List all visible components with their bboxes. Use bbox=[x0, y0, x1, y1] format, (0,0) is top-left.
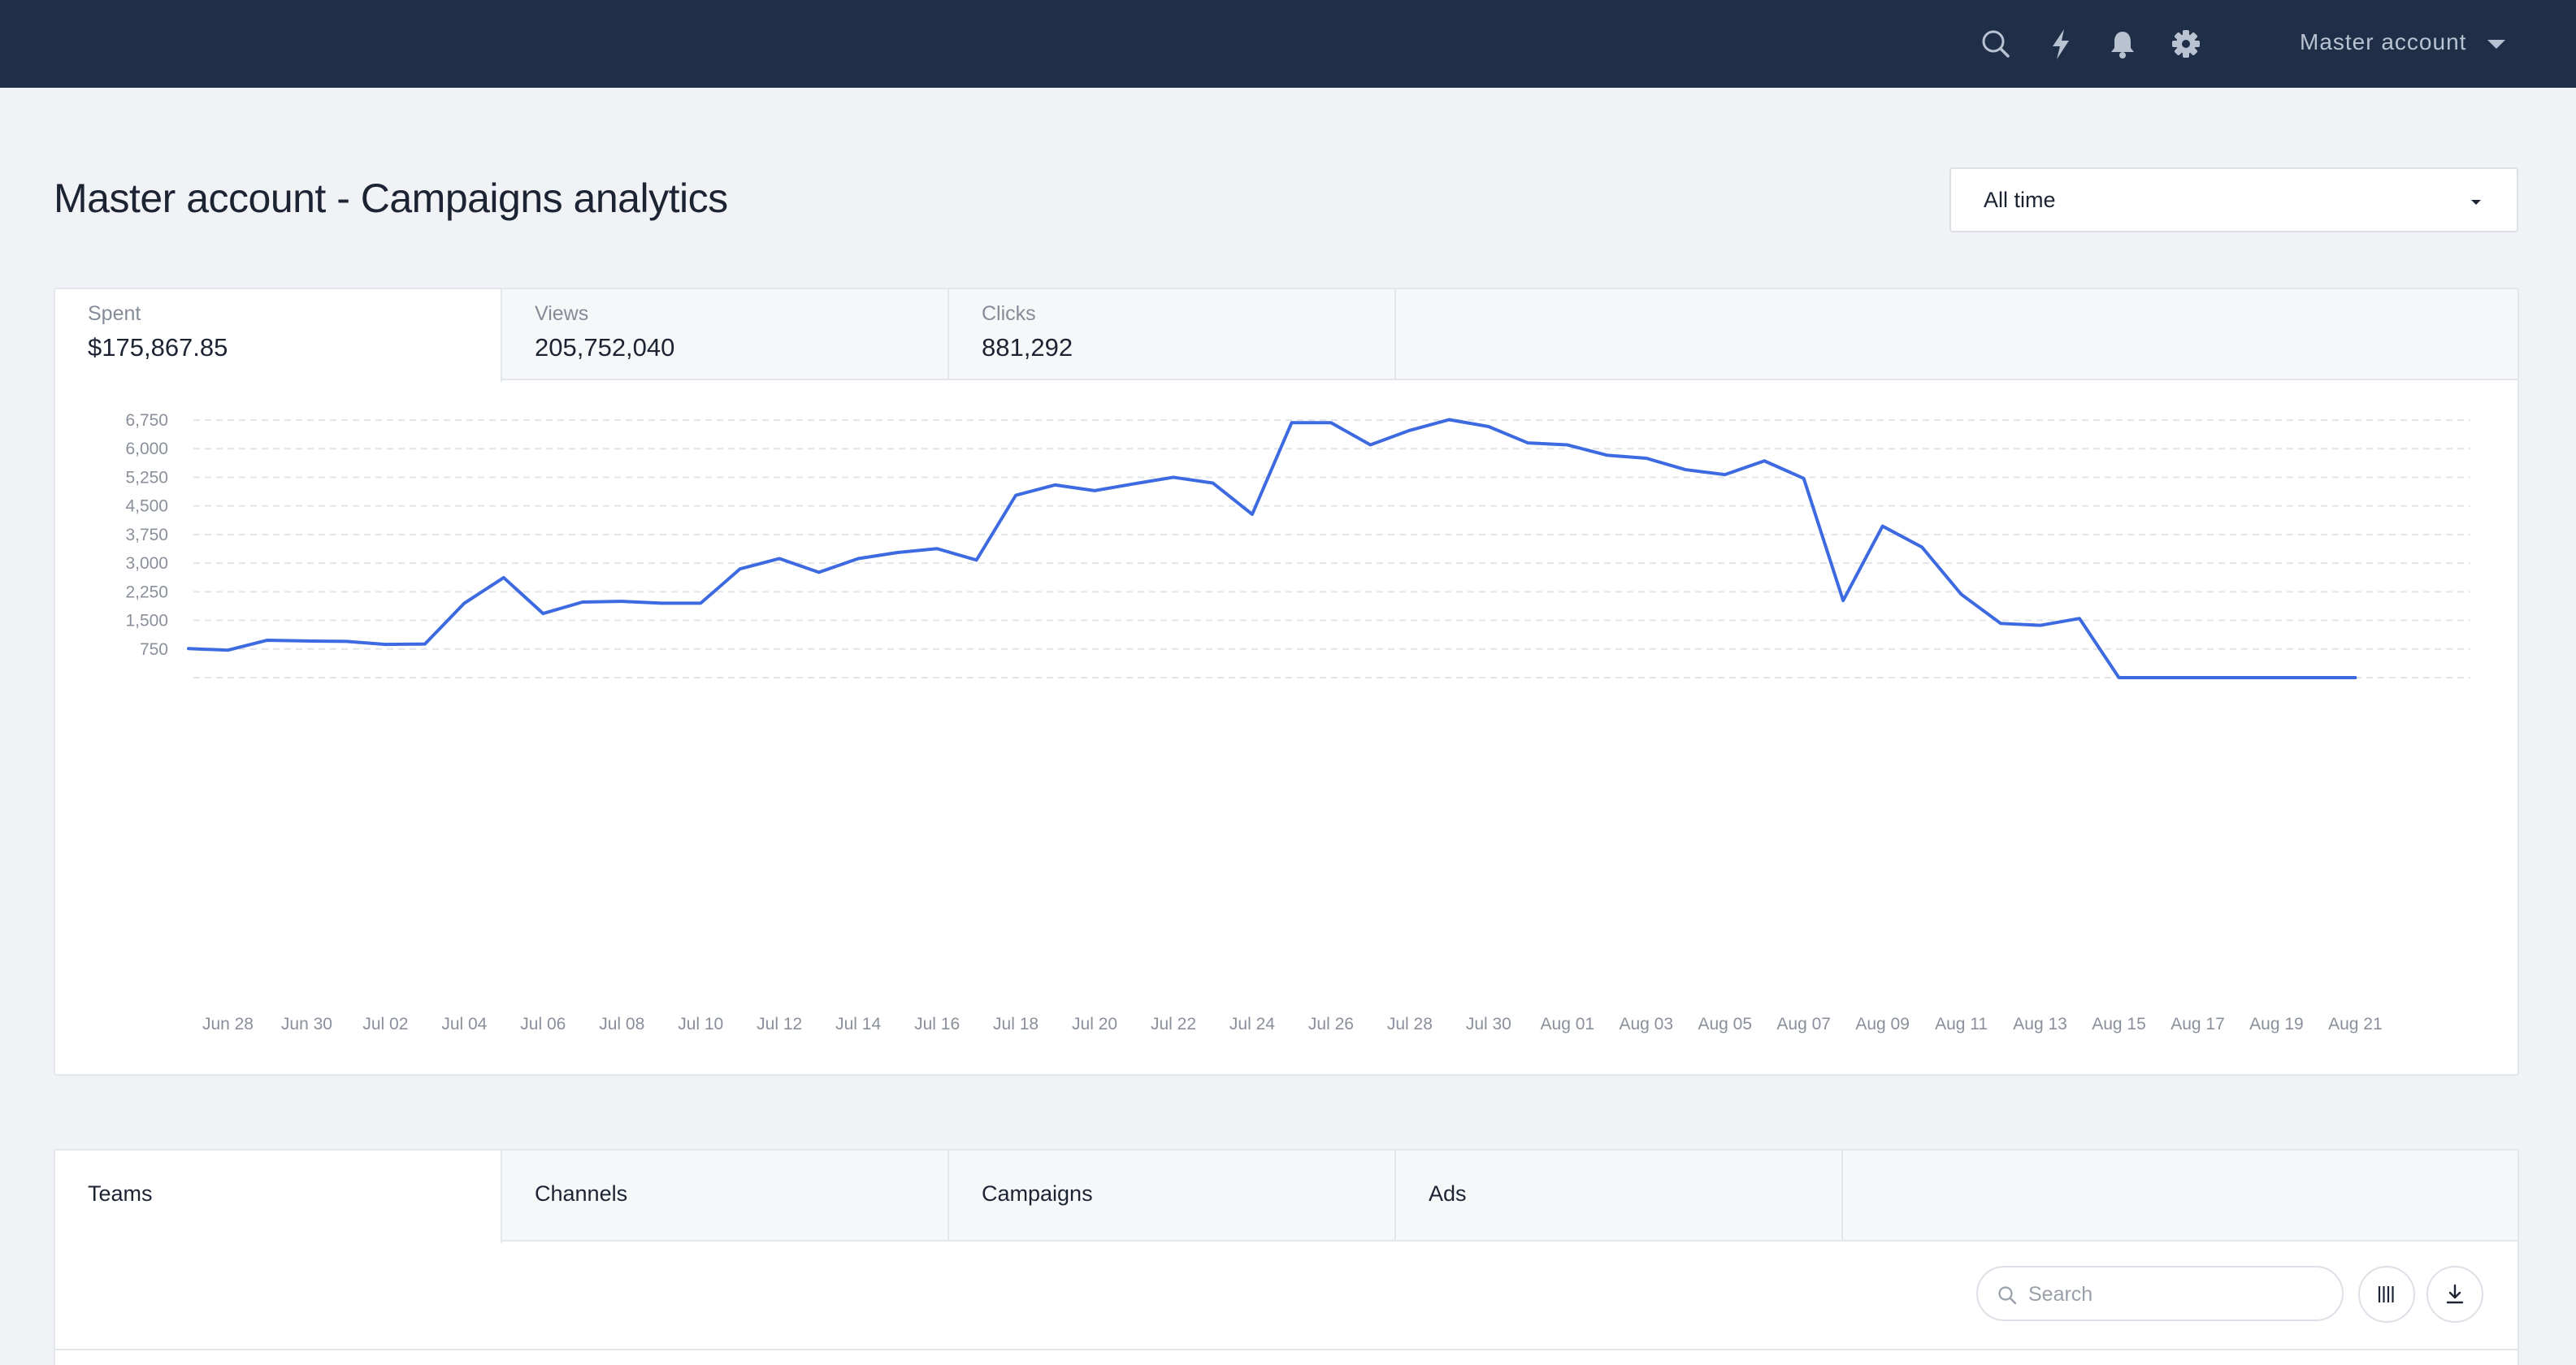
tab-label: Teams bbox=[88, 1181, 153, 1206]
y-tick-label: 5,250 bbox=[125, 468, 168, 487]
tab-teams[interactable]: Teams bbox=[55, 1150, 502, 1243]
x-tick-label: Jul 20 bbox=[1072, 1015, 1117, 1034]
x-tick-label: Aug 03 bbox=[1619, 1015, 1673, 1034]
tab-label: Ads bbox=[1429, 1181, 1467, 1206]
x-tick-label: Aug 21 bbox=[2328, 1015, 2383, 1034]
x-tick-label: Aug 15 bbox=[2092, 1015, 2146, 1034]
x-tick-label: Jun 30 bbox=[281, 1015, 332, 1034]
y-tick-label: 1,500 bbox=[125, 612, 168, 630]
x-tick-label: Jul 12 bbox=[757, 1015, 802, 1034]
y-tick-label: 4,500 bbox=[125, 497, 168, 516]
x-tick-label: Jul 14 bbox=[835, 1015, 881, 1034]
spent-line-chart: 750 1,500 2,250 3,000 3,750 4,500 5,250 6,000 6,… bbox=[125, 411, 2470, 1034]
x-tick-label: Aug 07 bbox=[1776, 1015, 1831, 1034]
x-tick-label: Aug 19 bbox=[2249, 1015, 2304, 1034]
metric-tabs: Spent $175,867.85 Views 205,752,040 Clic… bbox=[55, 289, 2517, 382]
metric-label: Views bbox=[535, 302, 589, 325]
metric-value: 881,292 bbox=[982, 333, 1073, 362]
x-tick-label: Jul 26 bbox=[1308, 1015, 1354, 1034]
y-tick-label: 2,250 bbox=[125, 583, 168, 601]
tab-ads[interactable]: Ads bbox=[1396, 1150, 1843, 1242]
table-header-divider bbox=[55, 1349, 2517, 1350]
x-tick-label: Jul 06 bbox=[520, 1015, 566, 1034]
tab-spent[interactable]: Spent $175,867.85 bbox=[55, 289, 502, 382]
tab-campaigns[interactable]: Campaigns bbox=[949, 1150, 1396, 1242]
account-menu[interactable]: Master account bbox=[2300, 23, 2506, 62]
x-tick-label: Aug 05 bbox=[1698, 1015, 1752, 1034]
x-tick-label: Jul 24 bbox=[1229, 1015, 1275, 1034]
breakdown-tabs: Teams Channels Campaigns Ads bbox=[55, 1150, 2517, 1243]
x-tick-label: Jul 28 bbox=[1387, 1015, 1433, 1034]
date-range-value: All time bbox=[1984, 187, 2056, 212]
page-title: Master account - Campaigns analytics bbox=[54, 176, 728, 221]
y-tick-label: 6,000 bbox=[125, 440, 168, 458]
metric-value: 205,752,040 bbox=[535, 333, 675, 362]
search-icon[interactable] bbox=[1976, 24, 2015, 63]
x-tick-label: Jun 28 bbox=[202, 1015, 254, 1034]
download-button[interactable] bbox=[2426, 1266, 2483, 1323]
metric-label: Spent bbox=[88, 302, 141, 325]
x-tick-label: Jul 16 bbox=[914, 1015, 960, 1034]
x-tick-label: Jul 22 bbox=[1151, 1015, 1196, 1034]
download-icon bbox=[2446, 1284, 2464, 1304]
metric-value: $175,867.85 bbox=[88, 333, 228, 362]
date-range-select[interactable]: All time bbox=[1949, 167, 2518, 232]
x-tick-label: Jul 04 bbox=[441, 1015, 487, 1034]
tab-views[interactable]: Views 205,752,040 bbox=[502, 289, 949, 380]
columns-button[interactable] bbox=[2358, 1266, 2415, 1323]
y-tick-label: 6,750 bbox=[125, 411, 168, 430]
tab-label: Channels bbox=[535, 1181, 628, 1206]
lightning-icon[interactable] bbox=[2041, 24, 2080, 63]
table-search[interactable] bbox=[1976, 1266, 2344, 1321]
y-tick-label: 3,000 bbox=[125, 554, 168, 573]
x-tick-label: Jul 30 bbox=[1466, 1015, 1511, 1034]
search-icon bbox=[1998, 1286, 2017, 1305]
search-input[interactable] bbox=[2028, 1279, 2329, 1310]
gear-icon[interactable] bbox=[2166, 24, 2205, 63]
spent-series-line bbox=[187, 418, 2357, 679]
x-tick-label: Aug 01 bbox=[1541, 1015, 1595, 1034]
account-label: Master account bbox=[2300, 29, 2467, 54]
y-tick-label: 750 bbox=[140, 640, 168, 659]
x-tick-label: Aug 09 bbox=[1855, 1015, 1910, 1034]
x-tick-label: Aug 13 bbox=[2013, 1015, 2067, 1034]
bell-icon[interactable] bbox=[2103, 24, 2142, 63]
x-tick-label: Jul 02 bbox=[362, 1015, 408, 1034]
x-tick-label: Jul 08 bbox=[599, 1015, 644, 1034]
x-tick-label: Aug 17 bbox=[2171, 1015, 2225, 1034]
metric-label: Clicks bbox=[982, 302, 1036, 325]
tab-label: Campaigns bbox=[982, 1181, 1093, 1206]
y-tick-label: 3,750 bbox=[125, 526, 168, 544]
caret-down-icon bbox=[2471, 200, 2481, 205]
x-tick-label: Jul 10 bbox=[678, 1015, 723, 1034]
x-tick-label: Aug 11 bbox=[1935, 1015, 1988, 1034]
breakdown-panel: Teams Channels Campaigns Ads bbox=[54, 1149, 2519, 1365]
analytics-chart-panel: Spent $175,867.85 Views 205,752,040 Clic… bbox=[54, 288, 2519, 1076]
x-tick-label: Jul 18 bbox=[993, 1015, 1039, 1034]
caret-down-icon bbox=[2487, 39, 2506, 49]
columns-icon bbox=[2378, 1286, 2394, 1302]
tab-channels[interactable]: Channels bbox=[502, 1150, 949, 1242]
top-navigation-bar: Master account bbox=[0, 0, 2576, 88]
tab-clicks[interactable]: Clicks 881,292 bbox=[949, 289, 1396, 380]
